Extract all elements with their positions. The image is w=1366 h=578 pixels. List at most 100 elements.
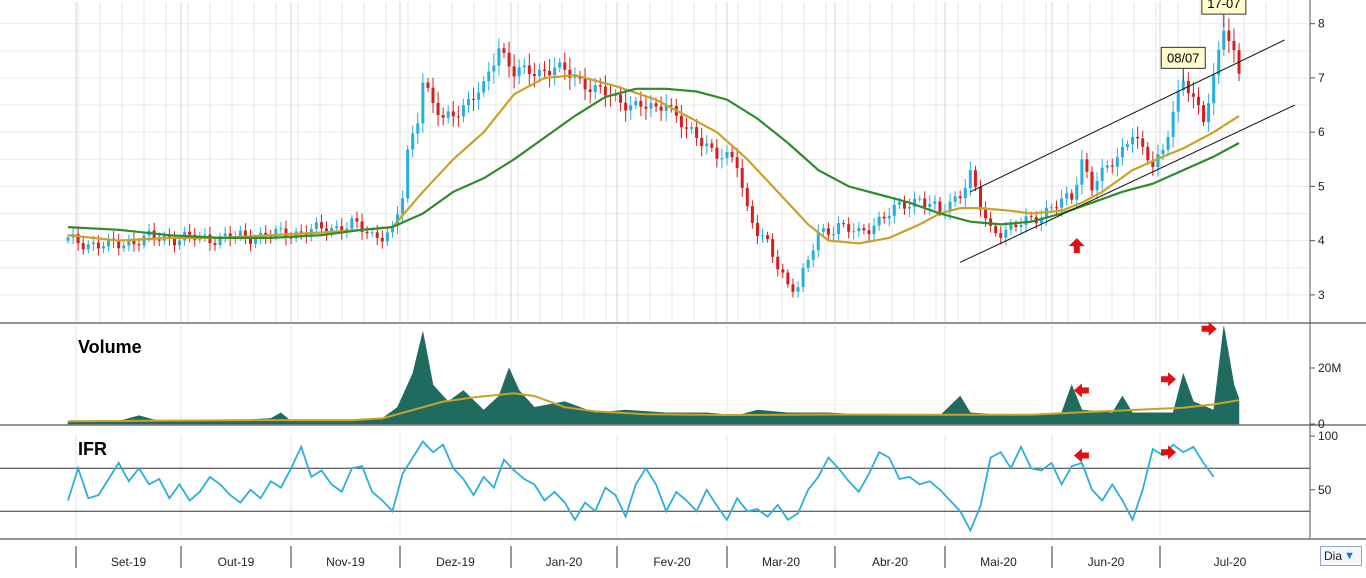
candle xyxy=(289,237,293,239)
candle xyxy=(1141,138,1145,147)
candle xyxy=(1039,218,1043,224)
candle xyxy=(107,238,111,247)
candle xyxy=(406,149,410,199)
candle xyxy=(172,238,176,246)
candle xyxy=(761,235,765,237)
y-tick-label: 6 xyxy=(1318,125,1325,139)
candle xyxy=(132,240,136,245)
candle xyxy=(360,221,364,232)
candle xyxy=(314,222,318,229)
candle xyxy=(654,103,658,107)
candle xyxy=(401,198,405,215)
candle xyxy=(801,267,805,288)
candle xyxy=(1060,198,1064,208)
candle xyxy=(664,104,668,111)
candle xyxy=(913,198,917,207)
x-tick-label: Set-19 xyxy=(111,555,147,569)
candle xyxy=(218,236,222,246)
candle xyxy=(831,234,835,236)
candle xyxy=(583,78,587,90)
candle xyxy=(487,71,491,82)
grid xyxy=(0,2,1310,538)
candle xyxy=(588,89,592,93)
candle xyxy=(740,168,744,188)
y-tick-label: 100 xyxy=(1318,429,1338,443)
candle xyxy=(532,73,536,77)
candle xyxy=(1009,224,1013,230)
candle xyxy=(91,242,95,245)
candle xyxy=(1146,146,1150,161)
candle xyxy=(441,114,445,118)
candle xyxy=(963,187,967,199)
volume-average-line xyxy=(67,392,1240,423)
candle xyxy=(66,237,70,241)
candle xyxy=(978,186,982,210)
candle xyxy=(806,259,810,268)
candle xyxy=(299,231,303,233)
candle xyxy=(563,62,567,70)
candle xyxy=(1095,180,1099,191)
candle xyxy=(720,158,724,160)
arrow-shape xyxy=(1068,238,1085,254)
candle xyxy=(862,228,866,231)
candle xyxy=(1181,80,1185,91)
x-tick-label: Jul-20 xyxy=(1214,555,1247,569)
candle xyxy=(492,65,496,72)
candle xyxy=(375,232,379,238)
red-arrow-icon xyxy=(1073,448,1089,463)
y-tick-label: 4 xyxy=(1318,234,1325,248)
candle xyxy=(1049,207,1053,209)
ifr-title: IFR xyxy=(78,439,107,459)
candle xyxy=(461,105,465,117)
arrow-shape xyxy=(1073,383,1089,398)
candle xyxy=(81,243,85,250)
red-arrow-icon xyxy=(1161,445,1177,460)
candle xyxy=(1090,171,1094,191)
candle xyxy=(887,215,891,219)
candle xyxy=(1176,90,1180,112)
candle xyxy=(938,201,942,212)
candle xyxy=(482,81,486,93)
volume-area xyxy=(67,325,1240,425)
x-tick-label: Mai-20 xyxy=(980,555,1017,569)
candle xyxy=(274,228,278,237)
candle xyxy=(76,234,80,244)
candle xyxy=(142,235,146,246)
candle xyxy=(923,198,927,207)
candle xyxy=(421,82,425,124)
trendline xyxy=(970,39,1285,193)
candle xyxy=(766,235,770,240)
callout-label: 08/07 xyxy=(1167,50,1200,65)
candle xyxy=(603,86,607,96)
candle xyxy=(502,48,506,53)
x-tick-label: Out-19 xyxy=(218,555,255,569)
candle xyxy=(953,196,957,202)
candle xyxy=(1186,80,1190,94)
candle xyxy=(705,143,709,147)
candle xyxy=(933,201,937,204)
candle xyxy=(892,204,896,216)
candle xyxy=(543,69,547,72)
candle xyxy=(96,242,100,249)
candle xyxy=(669,104,673,106)
x-tick-label: Jan-20 xyxy=(546,555,583,569)
candle xyxy=(1070,193,1074,200)
candle xyxy=(684,127,688,129)
red-arrow-icon xyxy=(1201,321,1217,336)
candle xyxy=(918,198,922,200)
candle xyxy=(821,228,825,232)
ifr-line xyxy=(67,440,1215,533)
callout-box xyxy=(1160,46,1206,69)
candle xyxy=(948,201,952,212)
candle xyxy=(228,233,232,239)
candle xyxy=(1105,165,1109,168)
candle xyxy=(178,240,182,246)
candle xyxy=(811,250,815,260)
period-selector[interactable]: Dia ▼ xyxy=(1320,546,1362,566)
candle xyxy=(867,230,871,235)
candle xyxy=(994,226,998,234)
candle xyxy=(928,203,932,207)
candle xyxy=(527,65,531,74)
